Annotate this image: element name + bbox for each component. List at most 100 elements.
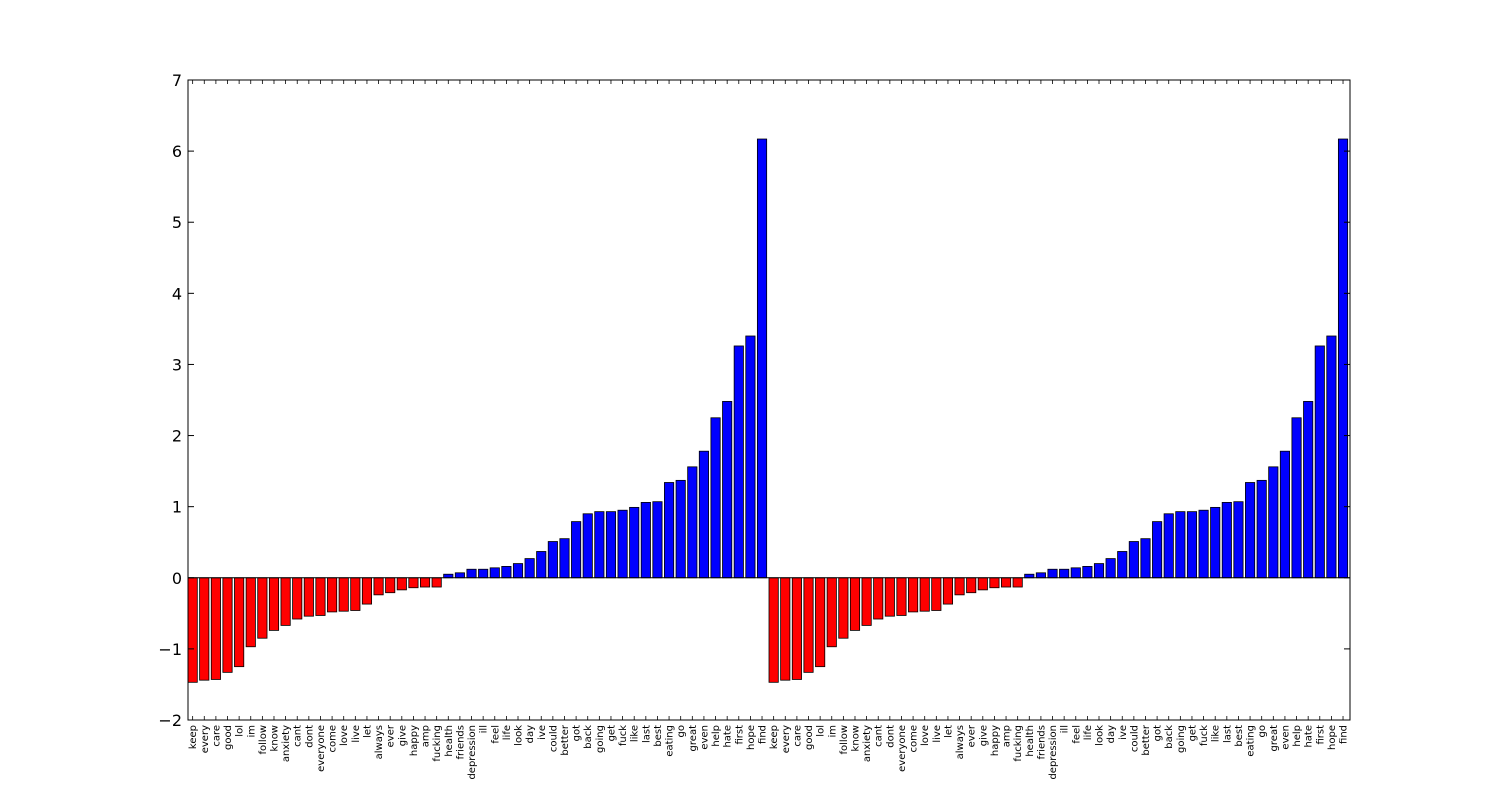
bar-could-2 [1128,541,1139,579]
bar-everyone-1 [315,577,326,616]
x-tick-label: eating [665,725,676,757]
bar-eating-1 [664,482,675,579]
x-tick-label: come [328,725,339,753]
x-tick-label: fuck [1199,725,1210,746]
x-tick-label: life [502,725,513,740]
x-tick-label: get [606,725,617,742]
x-tick-label: lol [235,725,246,737]
bar-even-1 [698,450,709,579]
x-tick-label: health [444,725,455,757]
x-tick-label: lol [816,725,827,737]
bar-got-1 [571,521,582,579]
x-tick-label: depression [1048,725,1059,780]
bar-even-2 [1279,450,1290,579]
bar-back-2 [1163,513,1174,579]
bar-hope-2 [1326,335,1337,579]
y-tick-label: 0 [172,569,182,588]
plot-frame [187,79,1351,721]
bar-anxiety-2 [861,577,872,626]
bar-hate-2 [1303,401,1314,579]
x-tick-label: amp [1002,725,1013,747]
bar-ever-1 [385,577,396,594]
bar-amp-1 [419,577,431,588]
bar-last-1 [640,501,651,579]
x-tick-label: first [1315,725,1326,745]
bar-hope-1 [745,335,756,579]
bar-every-2 [780,577,791,681]
bar-cant-2 [873,577,884,620]
y-tick-label: 6 [172,142,182,161]
x-tick-label: friends [1036,725,1047,759]
x-tick-label: hate [723,725,734,748]
y-tick-label: −2 [158,711,182,730]
x-tick-label: im [827,725,838,738]
bars-layer [187,138,1349,683]
x-tick-label: health [1025,725,1036,757]
bar-ive-2 [1117,551,1128,579]
bar-go-2 [1256,479,1267,579]
bar-back-1 [582,513,593,579]
x-tick-label: day [1106,725,1117,743]
x-tick-label: help [711,725,722,747]
bar-always-2 [954,577,965,596]
bar-keep-1 [187,577,198,683]
bar-love-2 [919,577,930,612]
x-tick-label: could [548,725,559,752]
x-tick-label: dont [885,725,896,748]
x-tick-label: hate [1304,725,1315,748]
x-tick-label: could [1129,725,1140,752]
y-tick-label: 7 [172,71,182,90]
x-tick-label: even [699,725,710,750]
x-tick-label: know [850,725,861,751]
x-tick-label: great [1269,725,1280,752]
bar-health-1 [443,573,454,579]
x-tick-label: amp [421,725,432,747]
x-tick-label: better [560,724,571,755]
x-tick-label: happy [990,725,1001,756]
x-tick-label: keep [188,725,199,749]
bar-follow-1 [257,577,268,639]
x-tick-label: keep [769,725,780,749]
x-tick-label: look [1095,725,1106,746]
x-tick-label: better [1141,724,1152,755]
x-tick-label: dont [304,725,315,748]
bar-ive-1 [536,551,547,579]
x-tick-label: cant [874,725,885,747]
x-tick-label: fuck [618,725,629,746]
bar-depression-1 [466,568,477,579]
x-tick-label: hope [746,725,757,750]
bar-live-2 [931,577,942,611]
bar-fucking-2 [1012,577,1023,588]
bar-fucking-1 [431,577,442,588]
bar-know-2 [849,577,861,631]
x-tick-label: ever [967,724,978,747]
bar-everyone-2 [896,577,907,616]
bar-go-1 [675,479,686,579]
bar-friends-2 [1035,572,1046,579]
y-tick-label: 4 [172,284,182,303]
bar-going-1 [594,511,605,579]
bar-give-2 [977,577,988,591]
bar-day-2 [1105,558,1116,579]
bar-good-2 [803,577,814,673]
x-tick-label: let [943,725,954,738]
bar-ill-2 [1059,568,1070,579]
x-tick-label: follow [839,725,850,755]
x-tick-label: best [1234,725,1245,747]
x-tick-label: find [1339,725,1350,744]
x-tick-label: cant [293,725,304,747]
bar-always-1 [373,577,384,596]
x-tick-label: everyone [897,725,908,772]
x-tick-label: going [1176,725,1187,753]
x-tick-label: im [246,725,257,738]
bar-could-1 [547,541,558,579]
bar-dont-1 [303,577,314,617]
x-tick-label: friends [455,725,466,759]
bar-fuck-2 [1198,509,1209,579]
bar-care-2 [791,577,802,680]
x-tick-label: day [525,725,536,743]
bar-get-2 [1186,511,1198,579]
x-tick-label: go [676,725,687,737]
x-tick-label: fucking [432,725,443,762]
x-tick-label: good [223,725,234,750]
